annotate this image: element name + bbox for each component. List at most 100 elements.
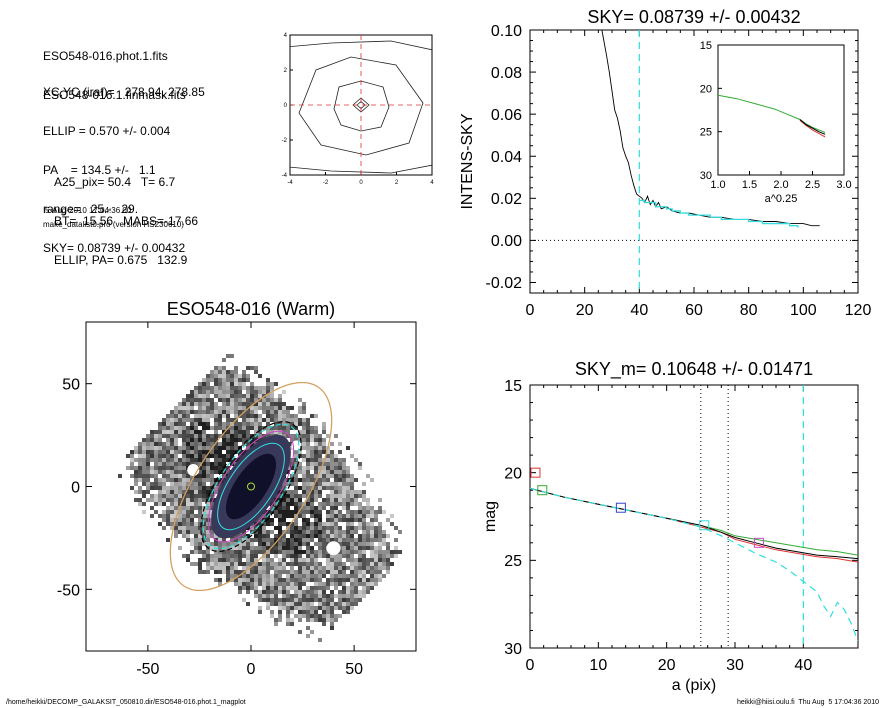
image-pixel xyxy=(282,434,286,438)
image-pixel xyxy=(158,462,162,466)
image-pixel xyxy=(170,526,174,530)
image-pixel xyxy=(358,514,362,518)
mask-blob xyxy=(368,603,381,616)
image-pixel xyxy=(254,586,258,590)
image-pixel xyxy=(174,478,178,482)
image-pixel xyxy=(174,470,178,474)
mag-series-line xyxy=(530,487,858,556)
image-pixel xyxy=(350,534,354,538)
image-pixel xyxy=(210,482,214,486)
image-pixel xyxy=(330,622,334,626)
image-pixel xyxy=(354,562,358,566)
image-pixel xyxy=(178,530,182,534)
image-pixel xyxy=(262,598,266,602)
image-pixel xyxy=(370,554,374,558)
image-pixel xyxy=(158,454,162,458)
image-pixel xyxy=(246,442,250,446)
image-pixel xyxy=(158,482,162,486)
image-pixel xyxy=(298,506,302,510)
info-line: ELLIP = 0.570 +/- 0.004 xyxy=(43,124,171,138)
image-pixel xyxy=(330,486,334,490)
image-pixel xyxy=(138,442,142,446)
image-pixel xyxy=(186,442,190,446)
image-pixel xyxy=(310,514,314,518)
image-pixel xyxy=(186,558,190,562)
image-pixel xyxy=(142,462,146,466)
image-pixel xyxy=(206,378,210,382)
info-line: ELLIP, PA= 0.675 132.9 xyxy=(54,253,188,267)
contour-level xyxy=(333,80,390,132)
image-pixel xyxy=(350,558,354,562)
image-pixel xyxy=(150,458,154,462)
image-pixel xyxy=(214,402,218,406)
image-pixel xyxy=(138,474,142,478)
image-pixel xyxy=(270,426,274,430)
image-pixel xyxy=(190,550,194,554)
image-pixel xyxy=(298,486,302,490)
mask-blob xyxy=(102,482,111,491)
image-pixel xyxy=(354,494,358,498)
image-pixel xyxy=(378,526,382,530)
image-pixel xyxy=(250,414,254,418)
image-pixel xyxy=(178,506,182,510)
image-pixel xyxy=(234,410,238,414)
image-pixel xyxy=(178,426,182,430)
image-pixel xyxy=(246,546,250,550)
image-pixel xyxy=(346,586,350,590)
image-pixel xyxy=(298,554,302,558)
image-pixel xyxy=(210,386,214,390)
image-pixel xyxy=(282,402,286,406)
image-pixel xyxy=(374,514,378,518)
image-pixel xyxy=(134,446,138,450)
image-pixel xyxy=(238,398,242,402)
image-pixel xyxy=(354,526,358,530)
image-pixel xyxy=(326,522,330,526)
image-pixel xyxy=(302,458,306,462)
image-pixel xyxy=(222,434,226,438)
image-pixel xyxy=(326,514,330,518)
image-pixel xyxy=(202,474,206,478)
image-pixel xyxy=(174,522,178,526)
image-pixel xyxy=(154,494,158,498)
image-pixel xyxy=(218,550,222,554)
image-pixel xyxy=(306,418,310,422)
image-pixel xyxy=(146,446,150,450)
image-pixel xyxy=(226,546,230,550)
image-pixel xyxy=(226,354,230,358)
image-pixel xyxy=(186,490,190,494)
image-pixel xyxy=(234,442,238,446)
image-pixel xyxy=(246,418,250,422)
image-pixel xyxy=(174,406,178,410)
image-pixel xyxy=(250,542,254,546)
image-pixel xyxy=(170,502,174,506)
image-pixel xyxy=(226,446,230,450)
image-pixel xyxy=(218,374,222,378)
image-pixel xyxy=(330,566,334,570)
image-pixel xyxy=(310,530,314,534)
image-pixel xyxy=(206,470,210,474)
image-pixel xyxy=(250,402,254,406)
image-pixel xyxy=(354,538,358,542)
image-pixel xyxy=(238,554,242,558)
image-pixel xyxy=(266,510,270,514)
image-pixel xyxy=(302,566,306,570)
image-pixel xyxy=(358,466,362,470)
image-pixel xyxy=(250,546,254,550)
image-pixel xyxy=(326,538,330,542)
image-pixel xyxy=(294,450,298,454)
image-pixel xyxy=(314,462,318,466)
image-pixel xyxy=(370,574,374,578)
image-pixel xyxy=(354,546,358,550)
image-pixel xyxy=(314,562,318,566)
image-pixel xyxy=(346,466,350,470)
image-pixel xyxy=(334,434,338,438)
image-pixel xyxy=(306,442,310,446)
image-pixel xyxy=(210,530,214,534)
image-pixel xyxy=(138,486,142,490)
image-pixel xyxy=(226,562,230,566)
image-pixel xyxy=(202,462,206,466)
image-pixel xyxy=(338,534,342,538)
image-pixel xyxy=(290,570,294,574)
image-pixel xyxy=(270,594,274,598)
image-pixel xyxy=(278,498,282,502)
